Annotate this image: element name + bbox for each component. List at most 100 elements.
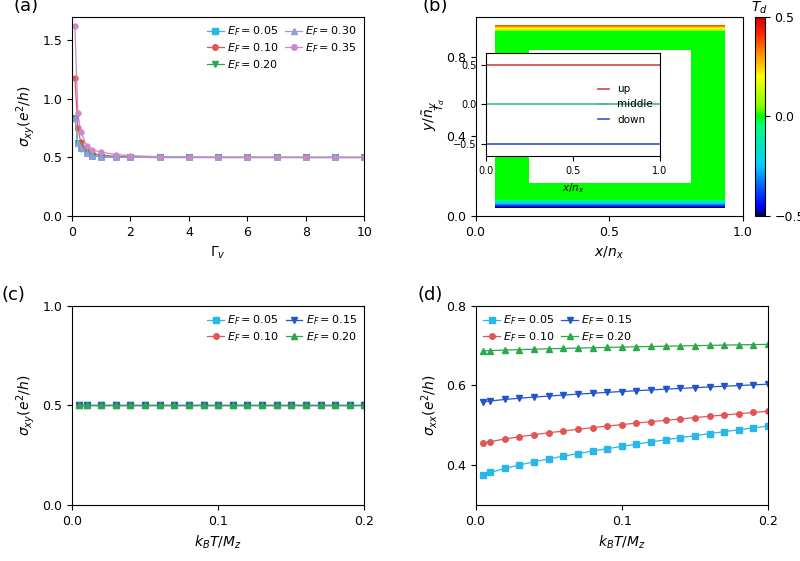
Y-axis label: $y/\tilde{n}_y$: $y/\tilde{n}_y$ [420, 102, 440, 131]
$E_F = 0.05$ [170, 402, 179, 408]
$E_F = 0.05$ [140, 402, 150, 408]
$E_F = 0.05$ [111, 402, 121, 408]
$E_F = 0.10$ [170, 402, 179, 408]
$E_F = 0.10$ [97, 402, 106, 408]
$E_F = 0.20$ [749, 341, 758, 348]
Line: $E_F = 0.10$: $E_F = 0.10$ [480, 408, 770, 446]
$E_F = 0.05$ [588, 448, 598, 454]
$E_F = 0.20$ [734, 342, 743, 348]
$E_F = 0.10$ [214, 402, 223, 408]
$E_F = 0.15$ [500, 396, 510, 403]
$E_F = 0.15$ [705, 384, 714, 390]
$E_F = 0.20$ [345, 402, 354, 408]
$E_F = 0.10$ [228, 402, 238, 408]
$E_F = 0.20$ [301, 402, 310, 408]
$E_F = 0.10$ [155, 402, 165, 408]
$E_F = 0.20$ [228, 402, 238, 408]
Line: $E_F = 0.05$: $E_F = 0.05$ [480, 423, 770, 478]
$E_F = 0.10$ [272, 402, 282, 408]
$E_F = 0.05$ [286, 402, 296, 408]
$E_F = 0.20$ [82, 402, 91, 408]
Line: $E_F = 0.15$: $E_F = 0.15$ [77, 402, 367, 408]
$E_F = 0.05$ [316, 402, 326, 408]
$E_F = 0.10$ [184, 402, 194, 408]
$E_F = 0.05$ [719, 429, 729, 435]
$E_F = 0.15$ [719, 383, 729, 389]
$E_F = 0.10$ [632, 420, 642, 426]
$E_F = 0.05$ [705, 430, 714, 437]
$E_F = 0.20$ [530, 346, 539, 352]
$E_F = 0.15$ [360, 402, 370, 408]
$E_F = 0.20$ [617, 344, 626, 351]
$E_F = 0.15$ [126, 402, 135, 408]
$E_F = 0.10$ [478, 440, 488, 447]
$E_F = 0.15$ [301, 402, 310, 408]
Text: (d): (d) [417, 286, 442, 304]
$E_F = 0.05$ [345, 402, 354, 408]
$E_F = 0.10$ [301, 402, 310, 408]
$E_F = 0.10$ [330, 402, 340, 408]
$E_F = 0.15$ [228, 402, 238, 408]
$E_F = 0.05$ [486, 469, 495, 476]
$E_F = 0.05$ [330, 402, 340, 408]
$E_F = 0.20$ [360, 402, 370, 408]
$E_F = 0.20$ [661, 343, 670, 350]
$E_F = 0.20$ [155, 402, 165, 408]
$E_F = 0.05$ [573, 450, 582, 457]
$E_F = 0.10$ [258, 402, 267, 408]
$E_F = 0.05$ [272, 402, 282, 408]
$E_F = 0.20$ [286, 402, 296, 408]
$E_F = 0.20$ [258, 402, 267, 408]
$E_F = 0.05$ [258, 402, 267, 408]
Text: (c): (c) [2, 286, 26, 304]
$E_F = 0.20$ [486, 347, 495, 354]
Title: $T_d$: $T_d$ [751, 0, 768, 16]
$E_F = 0.05$ [690, 433, 700, 439]
$E_F = 0.20$ [719, 342, 729, 348]
$E_F = 0.20$ [558, 345, 568, 352]
$E_F = 0.05$ [184, 402, 194, 408]
$E_F = 0.20$ [514, 346, 524, 353]
Text: (a): (a) [14, 0, 38, 15]
$E_F = 0.05$ [74, 402, 84, 408]
$E_F = 0.10$ [646, 419, 656, 425]
$E_F = 0.05$ [675, 434, 685, 441]
$E_F = 0.20$ [573, 344, 582, 351]
$E_F = 0.15$ [544, 393, 554, 399]
$E_F = 0.20$ [478, 348, 488, 355]
$E_F = 0.15$ [661, 386, 670, 393]
$E_F = 0.20$ [170, 402, 179, 408]
$E_F = 0.15$ [184, 402, 194, 408]
$E_F = 0.10$ [242, 402, 252, 408]
$E_F = 0.20$ [602, 344, 612, 351]
$E_F = 0.20$ [111, 402, 121, 408]
$E_F = 0.15$ [749, 381, 758, 388]
Line: $E_F = 0.05$: $E_F = 0.05$ [77, 402, 367, 408]
$E_F = 0.05$ [301, 402, 310, 408]
$E_F = 0.10$ [74, 402, 84, 408]
$E_F = 0.20$ [316, 402, 326, 408]
$E_F = 0.15$ [155, 402, 165, 408]
$E_F = 0.05$ [544, 456, 554, 462]
$E_F = 0.05$ [661, 436, 670, 443]
X-axis label: $k_BT/M_z$: $k_BT/M_z$ [598, 533, 646, 550]
$E_F = 0.15$ [258, 402, 267, 408]
$E_F = 0.10$ [140, 402, 150, 408]
$E_F = 0.15$ [588, 390, 598, 397]
$E_F = 0.10$ [286, 402, 296, 408]
$E_F = 0.15$ [558, 392, 568, 398]
$E_F = 0.05$ [500, 465, 510, 472]
$E_F = 0.10$ [514, 434, 524, 440]
$E_F = 0.05$ [530, 458, 539, 465]
$E_F = 0.15$ [632, 387, 642, 394]
X-axis label: $k_BT/M_z$: $k_BT/M_z$ [194, 533, 242, 550]
$E_F = 0.10$ [763, 408, 773, 415]
$E_F = 0.15$ [272, 402, 282, 408]
$E_F = 0.05$ [734, 426, 743, 433]
$E_F = 0.20$ [272, 402, 282, 408]
$E_F = 0.05$ [198, 402, 208, 408]
$E_F = 0.20$ [242, 402, 252, 408]
X-axis label: $\Gamma_v$: $\Gamma_v$ [210, 245, 226, 261]
$E_F = 0.05$ [478, 472, 488, 479]
$E_F = 0.15$ [617, 388, 626, 395]
